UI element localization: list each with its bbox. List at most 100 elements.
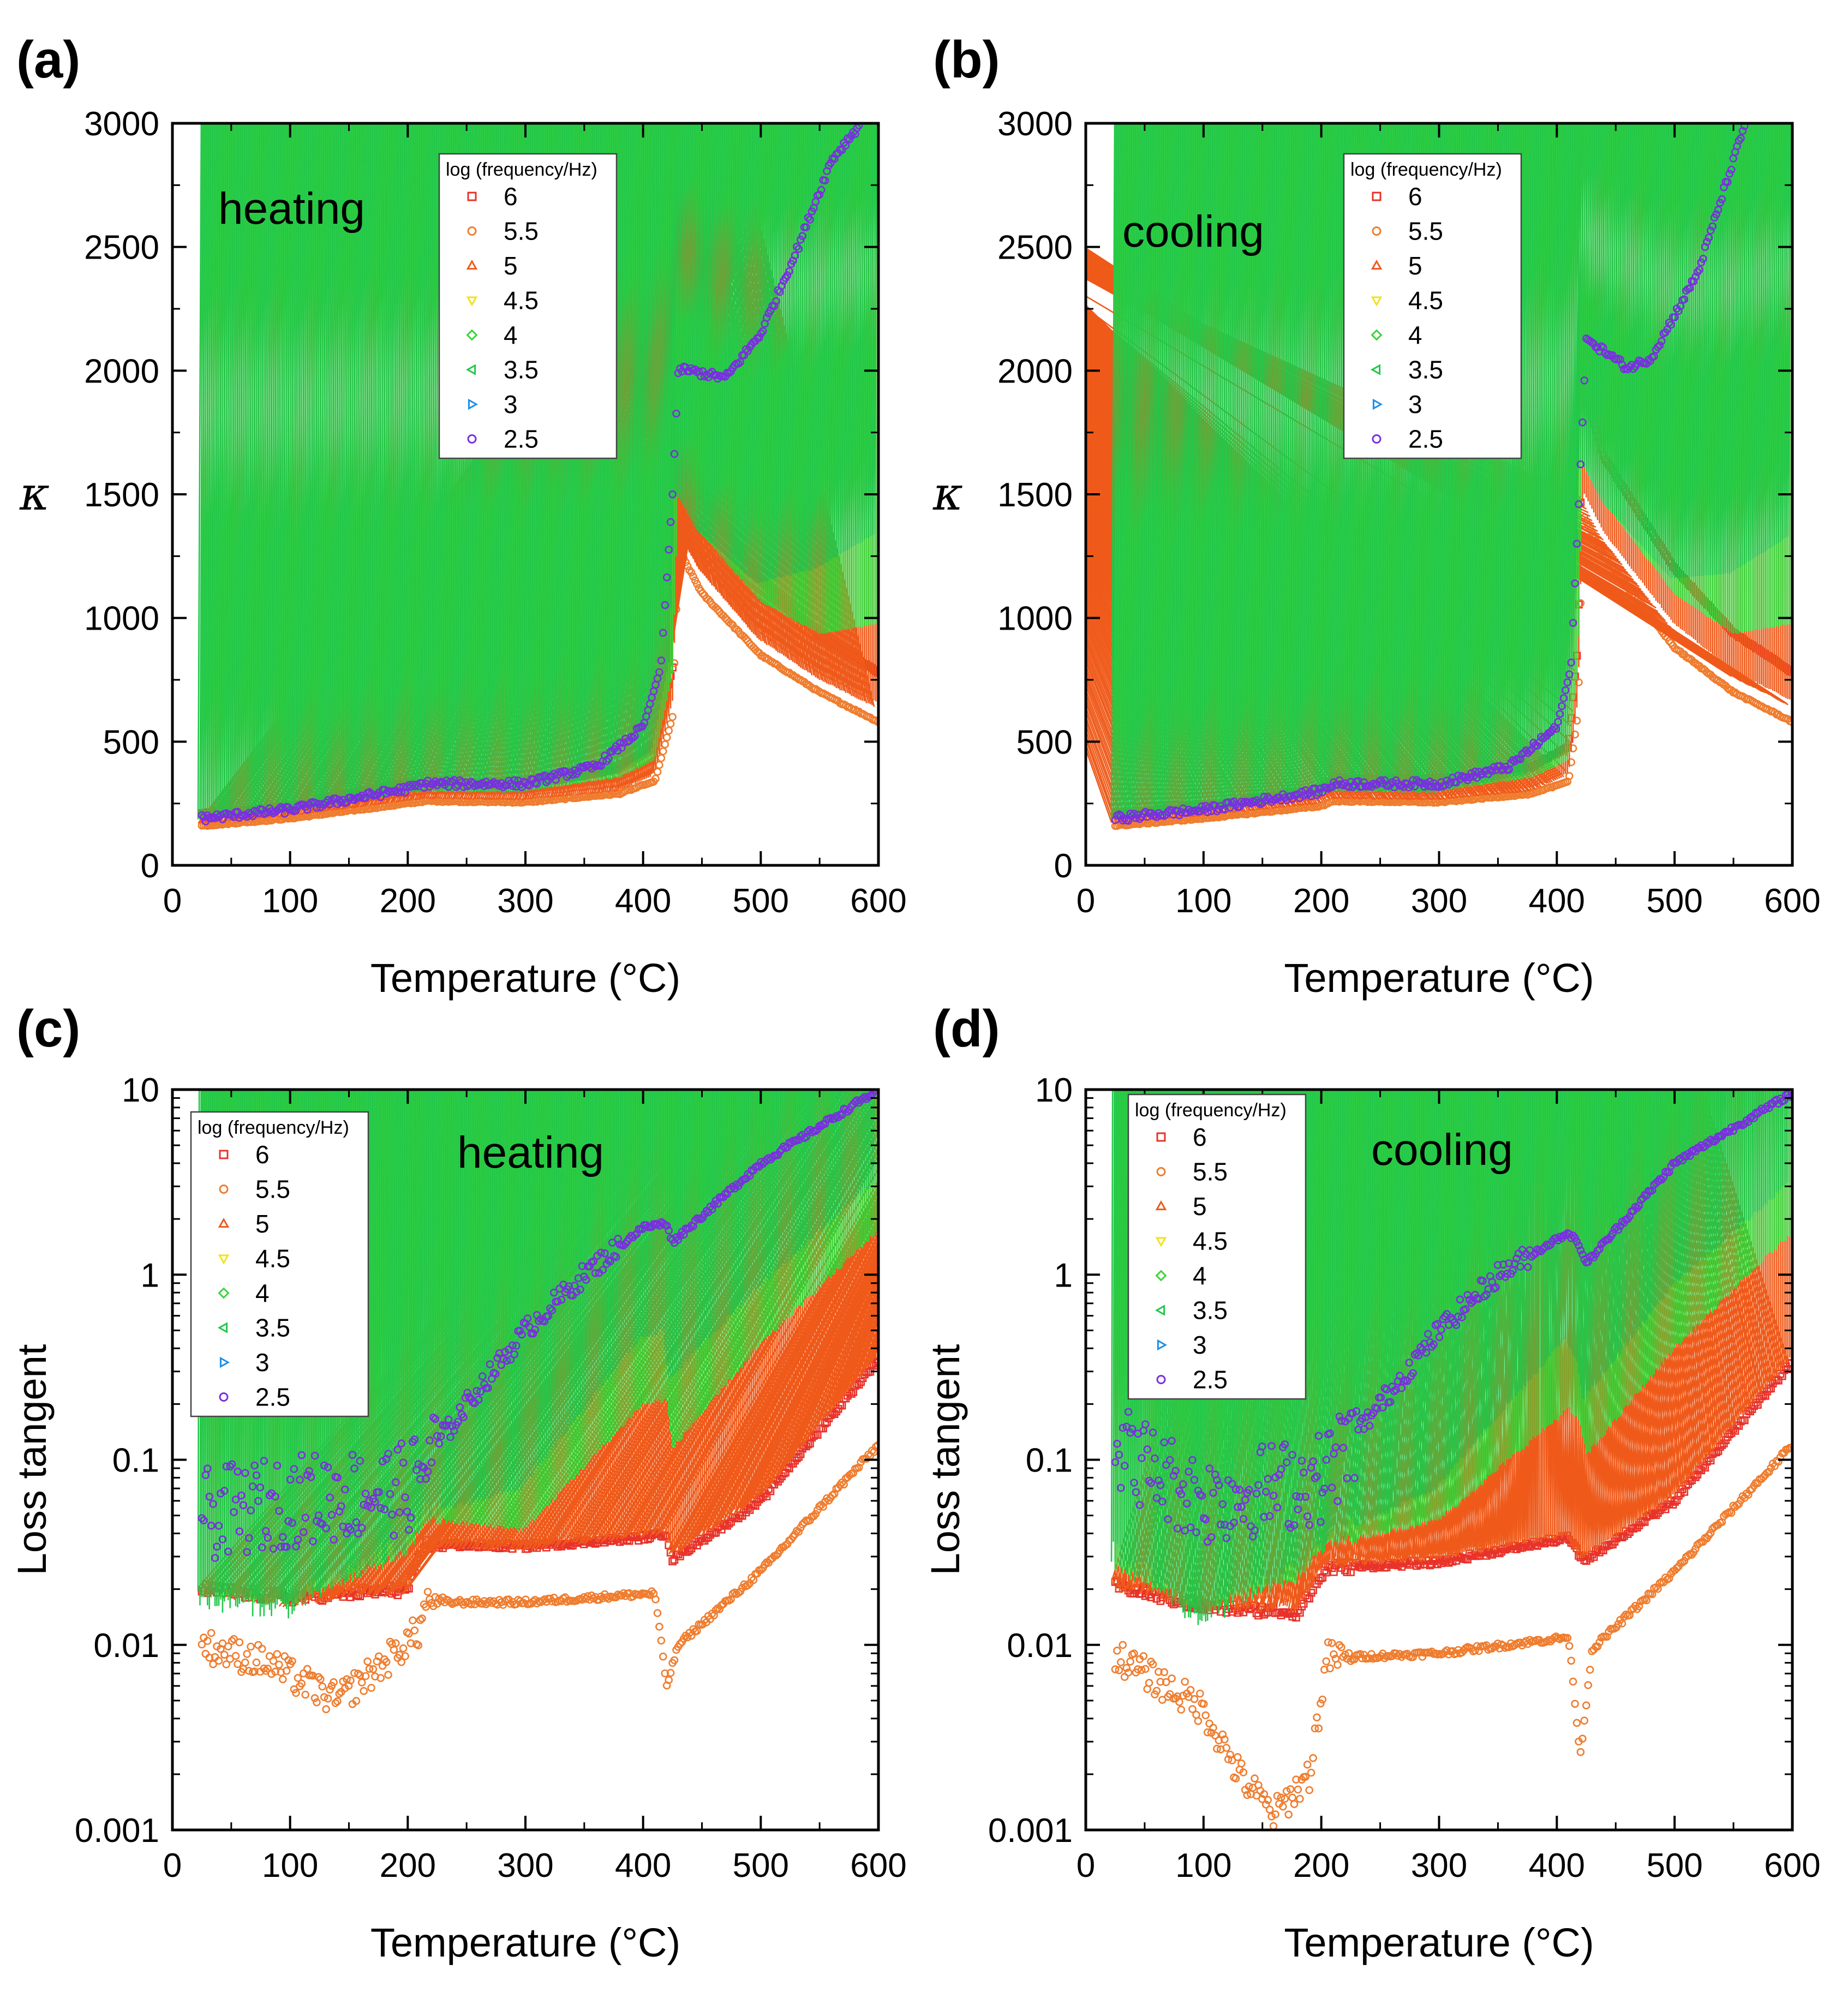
data-point <box>773 123 778 579</box>
x-tick-label: 400 <box>615 882 671 920</box>
data-point <box>735 123 740 566</box>
data-point <box>385 123 391 797</box>
data-point <box>1414 798 1423 806</box>
data-point <box>276 123 282 813</box>
data-point <box>1186 123 1191 814</box>
data-point <box>837 123 842 557</box>
data-point <box>621 787 630 795</box>
data-point <box>617 123 622 774</box>
data-point <box>1227 123 1233 809</box>
data-point <box>395 783 404 792</box>
data-point <box>823 167 831 175</box>
data-point <box>1263 123 1268 804</box>
data-point <box>1171 123 1176 815</box>
data-point <box>1269 123 1274 803</box>
data-point <box>1306 123 1312 797</box>
data-point <box>312 123 317 808</box>
data-point <box>630 123 635 764</box>
data-point <box>755 333 763 342</box>
data-point <box>1144 123 1150 817</box>
data-point <box>753 334 762 342</box>
data-point <box>738 123 743 566</box>
data-point <box>693 368 701 376</box>
data-point <box>738 351 746 360</box>
data-point <box>360 805 368 814</box>
data-point <box>338 123 343 804</box>
data-point <box>397 800 406 808</box>
legend-marker <box>467 192 477 201</box>
data-point <box>828 123 833 561</box>
data-point <box>1292 805 1300 813</box>
data-point <box>288 123 292 811</box>
data-point <box>593 792 601 800</box>
data-point <box>536 773 545 781</box>
data-point <box>1120 821 1129 829</box>
data-point <box>653 674 662 683</box>
data-point <box>427 123 432 792</box>
data-point <box>770 302 779 310</box>
data-point <box>1131 123 1137 819</box>
data-point <box>450 776 458 784</box>
data-point <box>354 793 362 801</box>
x-tick-label: 0 <box>163 882 182 920</box>
data-point <box>1218 123 1223 810</box>
data-point <box>770 659 779 668</box>
data-point <box>204 822 212 830</box>
data-point <box>659 747 667 756</box>
data-point <box>828 154 837 163</box>
data-point <box>1250 123 1255 806</box>
data-point <box>357 805 366 813</box>
data-point <box>282 814 291 822</box>
data-point <box>686 123 691 514</box>
data-point <box>673 123 678 499</box>
data-point <box>1222 123 1227 809</box>
data-point <box>662 733 671 741</box>
y-tick-label: 2000 <box>84 352 159 390</box>
data-point <box>442 797 451 806</box>
data-point <box>1286 805 1295 813</box>
data-point <box>1365 797 1374 806</box>
data-point <box>439 798 447 806</box>
data-point <box>585 792 594 801</box>
data-point <box>1542 784 1551 792</box>
data-point <box>218 123 223 818</box>
data-point <box>635 724 643 732</box>
data-point <box>822 123 827 565</box>
data-point <box>631 732 639 740</box>
data-point <box>1248 123 1253 806</box>
data-point <box>1137 123 1142 818</box>
y-tick-label: 1500 <box>84 476 159 514</box>
data-point <box>687 569 696 577</box>
data-point <box>732 123 737 562</box>
data-point <box>246 123 251 815</box>
data-point <box>533 798 541 806</box>
legend-entry: 4.5 <box>504 286 539 315</box>
data-point <box>310 798 319 807</box>
data-point <box>433 798 441 806</box>
data-point <box>1181 816 1189 825</box>
data-point <box>1310 123 1315 798</box>
data-point <box>756 123 761 583</box>
data-point <box>1559 779 1568 787</box>
data-point <box>662 573 671 582</box>
data-point <box>764 123 769 581</box>
data-point <box>523 797 532 806</box>
data-point <box>1158 123 1163 816</box>
data-point <box>1296 804 1304 812</box>
data-point <box>304 123 309 809</box>
data-point <box>198 821 206 830</box>
data-point <box>1231 123 1236 809</box>
data-point <box>645 779 654 787</box>
data-point <box>390 787 398 796</box>
data-point <box>668 123 673 663</box>
data-point <box>1307 803 1315 812</box>
data-point <box>1288 123 1293 800</box>
data-point <box>605 755 613 763</box>
data-point <box>794 123 799 574</box>
x-tick-label: 100 <box>262 882 318 920</box>
data-point <box>393 123 398 796</box>
data-point <box>1233 123 1238 808</box>
data-point <box>792 123 797 575</box>
data-point <box>299 123 304 810</box>
